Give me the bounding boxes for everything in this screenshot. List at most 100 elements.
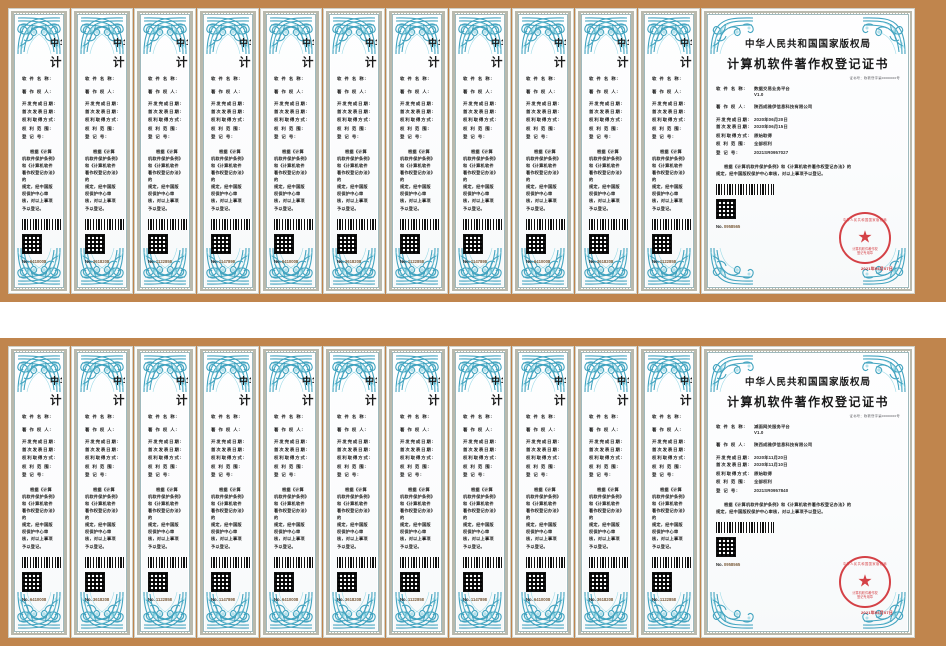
certificate-paper: 中华人民共和国国家版权局计算机软件著作权登记证书软 件 名 称: 著 作 权 人:… xyxy=(646,354,692,630)
certificate-content: 中华人民共和国国家版权局计算机软件著作权登记证书软 件 名 称: 著 作 权 人:… xyxy=(394,16,440,286)
field-label-rights-scope: 权 利 范 围: xyxy=(274,463,304,469)
certificate-card[interactable]: 中华人民共和国国家版权局计算机软件著作权登记证书软 件 名 称: 著 作 权 人:… xyxy=(197,346,259,638)
field-label-first-published: 首次发表日期: xyxy=(211,446,246,452)
certificate-card[interactable]: 中华人民共和国国家版权局计算机软件著作权登记证书软 件 名 称: 著 作 权 人:… xyxy=(134,346,196,638)
field-label-rights-acquired: 权利取得方式: xyxy=(589,455,624,460)
certificate-number: No. 6410008 xyxy=(526,596,551,602)
field-label-author: 著 作 权 人: xyxy=(400,426,430,432)
seal-ring-text: 中华人民共和国国家版权局 xyxy=(842,562,888,566)
legal-line-1: 根据《计算机软件保护条例》和《计算机软件著作权登记办法》的 xyxy=(148,486,182,521)
field-rights-acquired: 权利取得方式: xyxy=(22,117,55,122)
certificate-card[interactable]: 中华人民共和国国家版权局计算机软件著作权登记证书软 件 名 称: 著 作 权 人:… xyxy=(197,8,259,294)
certificate-card[interactable]: 中华人民共和国国家版权局计算机软件著作权登记证书软 件 名 称: 著 作 权 人:… xyxy=(512,8,574,294)
certificate-title-main: 计算机软件著作权登记证书 xyxy=(365,393,377,407)
certificate-fields: 软 件 名 称: 著 作 权 人: 开发完成日期: 首次发表日期: 权利取得方式: 权 利… xyxy=(148,76,181,140)
certificate-title-main: 计算机软件著作权登记证书 xyxy=(491,393,503,407)
field-registration-no: 登 记 号: xyxy=(652,472,685,477)
field-label-first-published: 首次发表日期: xyxy=(716,124,751,129)
legal-line-1: 根据《计算机软件保护条例》和《计算机软件著作权登记办法》的 xyxy=(589,148,623,183)
legal-line-2: 规定，经中国版权保护中心审核，对以上事项予以登记。 xyxy=(526,522,557,549)
certificate-card[interactable]: 中华人民共和国国家版权局计算机软件著作权登记证书软 件 名 称: 著 作 权 人:… xyxy=(8,346,70,638)
field-label-author: 著 作 权 人: xyxy=(400,88,430,94)
certificate-title-authority: 中华人民共和国国家版权局 xyxy=(680,377,692,387)
field-label-rights-acquired: 权利取得方式: xyxy=(716,132,751,138)
certificate-card[interactable]: 中华人民共和国国家版权局计算机软件著作权登记证书软 件 名 称: 著 作 权 人:… xyxy=(638,8,700,294)
certificate-card[interactable]: 中华人民共和国国家版权局计算机软件著作权登记证书软 件 名 称: 著 作 权 人:… xyxy=(260,8,322,294)
legal-line-1: 根据《计算机软件保护条例》和《计算机软件著作权登记办法》的 xyxy=(148,148,182,183)
legal-line-2: 规定，经中国版权保护中心审核，对以上事项予以登记。 xyxy=(337,522,368,549)
certificate-card[interactable]: 中华人民共和国国家版权局计算机软件著作权登记证书软 件 名 称: 著 作 权 人:… xyxy=(71,346,133,638)
field-first-published: 首次发表日期: xyxy=(22,447,55,452)
seal-star-icon: ★ xyxy=(857,227,873,247)
certificate-content: 中华人民共和国国家版权局计算机软件著作权登记证书软 件 名 称: 著 作 权 人:… xyxy=(16,354,62,630)
certificate-card[interactable]: 中华人民共和国国家版权局计算机软件著作权登记证书软 件 名 称: 著 作 权 人:… xyxy=(71,8,133,294)
certificate-card[interactable]: 中华人民共和国国家版权局计算机软件著作权登记证书软 件 名 称: 著 作 权 人:… xyxy=(638,346,700,638)
field-label-rights-acquired: 权利取得方式: xyxy=(526,455,561,460)
field-registration-no: 登 记 号: xyxy=(400,134,433,139)
certificate-number-value: 3618208 xyxy=(344,258,362,264)
field-label-author: 著 作 权 人: xyxy=(716,104,746,109)
field-dev-completed: 开发完成日期: xyxy=(211,439,244,444)
legal-line-1: 根据《计算机软件保护条例》和《计算机软件著作权登记办法》的 xyxy=(211,486,245,521)
field-label-author: 著 作 权 人: xyxy=(337,88,367,94)
field-dev-completed: 开发完成日期: xyxy=(652,439,685,444)
field-label-rights-scope: 权 利 范 围: xyxy=(400,463,430,469)
certificate-card[interactable]: 中华人民共和国国家版权局计算机软件著作权登记证书软 件 名 称: 著 作 权 人:… xyxy=(8,8,70,294)
certificate-fields: 软 件 名 称: 著 作 权 人: 开发完成日期: 首次发表日期: 权利取得方式: 权 利… xyxy=(85,76,118,140)
certificate-card[interactable]: 中华人民共和国国家版权局计算机软件著作权登记证书软 件 名 称: 著 作 权 人:… xyxy=(386,346,448,638)
certificate-number: No. 6410008 xyxy=(22,258,47,264)
certificate-number-value: 6410008 xyxy=(29,596,47,602)
field-author: 著 作 权 人: xyxy=(148,427,181,432)
certificate-title-authority: 中华人民共和国国家版权局 xyxy=(365,377,377,387)
field-first-published: 首次发表日期: xyxy=(526,109,559,114)
field-software-name: 软 件 名 称: xyxy=(274,76,307,81)
field-registration-no: 登 记 号: xyxy=(148,134,181,139)
field-dev-completed: 开发完成日期: xyxy=(274,439,307,444)
field-label-software-name: 软 件 名 称: xyxy=(463,76,493,81)
certificate-number-value: 6410008 xyxy=(533,596,551,602)
field-label-dev-completed: 开发完成日期: xyxy=(716,116,751,122)
field-label-rights-acquired: 权利取得方式: xyxy=(400,455,435,460)
field-label-first-published: 首次发表日期: xyxy=(400,446,435,452)
certificate-card[interactable]: 中华人民共和国国家版权局计算机软件著作权登记证书软 件 名 称: 著 作 权 人:… xyxy=(323,346,385,638)
field-author: 著 作 权 人: xyxy=(85,89,118,94)
certificate-number-value: 3618208 xyxy=(596,258,614,264)
certificate-card[interactable]: 中华人民共和国国家版权局计算机软件著作权登记证书软 件 名 称: 著 作 权 人:… xyxy=(449,346,511,638)
certificate-title-authority: 中华人民共和国国家版权局 xyxy=(744,39,871,50)
field-software-name: 软 件 名 称: xyxy=(337,76,370,81)
certificate-card-full[interactable]: 中华人民共和国国家版权局 计算机软件著作权登记证书 证书号：软著登字第0000000… xyxy=(701,8,915,294)
certificate-number: No. 3618208 xyxy=(85,596,110,602)
certificate-card[interactable]: 中华人民共和国国家版权局计算机软件著作权登记证书软 件 名 称: 著 作 权 人:… xyxy=(323,8,385,294)
field-label-rights-acquired: 权利取得方式: xyxy=(22,117,57,122)
qr-code-icon xyxy=(526,571,546,592)
field-label-rights-scope: 权 利 范 围: xyxy=(148,125,178,131)
certificate-fields: 软 件 名 称: 著 作 权 人: 开发完成日期: 首次发表日期: 权利取得方式: 权 利… xyxy=(463,414,496,478)
field-dev-completed: 开发完成日期: 2020年11月20日 xyxy=(716,455,900,460)
field-software-name: 软 件 名 称: xyxy=(526,76,559,81)
certificate-card[interactable]: 中华人民共和国国家版权局计算机软件著作权登记证书软 件 名 称: 著 作 权 人:… xyxy=(575,8,637,294)
certificate-card[interactable]: 中华人民共和国国家版权局计算机软件著作权登记证书软 件 名 称: 著 作 权 人:… xyxy=(260,346,322,638)
certificate-content: 中华人民共和国国家版权局计算机软件著作权登记证书软 件 名 称: 著 作 权 人:… xyxy=(583,16,629,286)
field-first-published: 首次发表日期: xyxy=(652,447,685,452)
legal-line-2: 规定，经中国版权保护中心审核，对以上事项予以登记。 xyxy=(589,522,620,549)
field-label-first-published: 首次发表日期: xyxy=(274,446,309,452)
field-label-rights-scope: 权 利 范 围: xyxy=(652,125,682,131)
certificate-card[interactable]: 中华人民共和国国家版权局计算机软件著作权登记证书软 件 名 称: 著 作 权 人:… xyxy=(134,8,196,294)
barcode xyxy=(716,184,774,196)
certificate-card[interactable]: 中华人民共和国国家版权局计算机软件著作权登记证书软 件 名 称: 著 作 权 人:… xyxy=(512,346,574,638)
certificate-card[interactable]: 中华人民共和国国家版权局计算机软件著作权登记证书软 件 名 称: 著 作 权 人:… xyxy=(449,8,511,294)
certificate-card[interactable]: 中华人民共和国国家版权局计算机软件著作权登记证书软 件 名 称: 著 作 权 人:… xyxy=(575,346,637,638)
certificate-legal-text: 根据《计算机软件保护条例》和《计算机软件著作权登记办法》的 规定，经中国版权保护中… xyxy=(652,486,685,550)
certificate-card[interactable]: 中华人民共和国国家版权局计算机软件著作权登记证书软 件 名 称: 著 作 权 人:… xyxy=(386,8,448,294)
certificate-card-full[interactable]: 中华人民共和国国家版权局 计算机软件著作权登记证书 证书号：软著登字第0000000… xyxy=(701,346,915,638)
field-rights-acquired: 权利取得方式: xyxy=(274,117,307,122)
field-software-name: 软 件 名 称: xyxy=(211,76,244,81)
certificate-number: No. 1147898 xyxy=(211,596,235,602)
field-dev-completed: 开发完成日期: xyxy=(22,101,55,106)
certificate-number: No. 3618208 xyxy=(337,258,362,264)
field-label-registration-no: 登 记 号: xyxy=(716,149,739,155)
field-label-rights-scope: 权 利 范 围: xyxy=(22,463,52,469)
barcode xyxy=(22,556,62,568)
field-label-author: 著 作 权 人: xyxy=(652,88,682,94)
certificate-paper: 中华人民共和国国家版权局计算机软件著作权登记证书软 件 名 称: 著 作 权 人:… xyxy=(520,354,566,630)
